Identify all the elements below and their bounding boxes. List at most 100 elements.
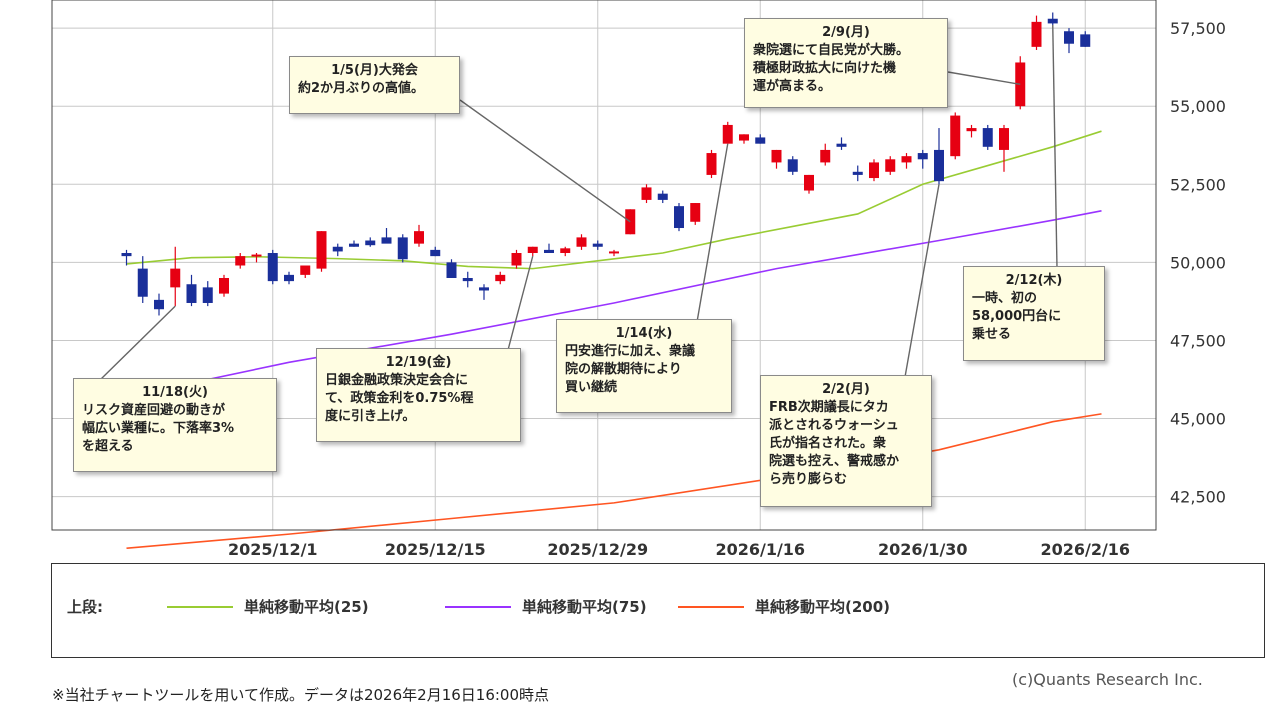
footnote: ※当社チャートツールを用いて作成。データは2026年2月16日16:00時点 [52, 686, 550, 704]
candle-body [300, 265, 311, 275]
candle [154, 293, 164, 316]
candle [625, 209, 636, 235]
candle-body [576, 237, 587, 247]
y-tick-label: 55,000 [1170, 97, 1226, 116]
candle [787, 156, 798, 175]
candle-body [722, 124, 733, 144]
candle-body [1064, 31, 1074, 44]
candle-body [414, 231, 424, 244]
legend-label-ma75: 単純移動平均(75) [522, 598, 647, 616]
candle [397, 234, 408, 263]
candle [950, 112, 961, 160]
candle-body [592, 243, 603, 247]
candle [966, 124, 977, 138]
candle-body [267, 253, 278, 282]
x-axis: 2025/12/1 2025/12/15 2025/12/29 2026/1/16 20… [228, 540, 1130, 559]
candle [284, 271, 294, 285]
candle-body [186, 284, 197, 303]
leader-line [1052, 24, 1058, 269]
candle-body [121, 253, 132, 257]
leader-line [507, 255, 534, 351]
candle [1031, 15, 1042, 50]
candle-body [137, 268, 148, 297]
candle [332, 243, 343, 257]
legend-line-ma200 [678, 606, 744, 608]
candle [609, 249, 619, 257]
candle-body [1031, 21, 1042, 47]
y-tick-label: 42,500 [1170, 488, 1226, 507]
candle [170, 246, 181, 307]
y-tick-label: 57,500 [1170, 19, 1226, 38]
candle [430, 246, 441, 257]
candle-body [1047, 18, 1058, 24]
callout-title: 2/2(月) [822, 382, 870, 397]
candle [121, 249, 132, 266]
callout-title: 11/18(火) [142, 385, 208, 400]
callout-title: 2/9(月) [822, 25, 870, 40]
candle-body [836, 143, 847, 147]
callout-title: 1/14(水) [615, 326, 673, 341]
candle-body [804, 174, 814, 191]
candle-body [202, 287, 213, 303]
candle [917, 149, 928, 169]
candle-body [527, 246, 538, 254]
candle [771, 149, 782, 169]
x-tick-label: 2025/12/15 [385, 540, 486, 559]
candle-body [901, 156, 912, 163]
candle [836, 137, 847, 150]
candle-body [219, 277, 229, 294]
candle-body [950, 115, 961, 157]
candle-body [365, 240, 376, 246]
candle-body [771, 149, 782, 163]
callout-body: 一時、初の 58,000円台に 乗せる [972, 291, 1062, 342]
candle [219, 274, 229, 297]
candle [186, 274, 197, 307]
callout-jan5: 1/5(月)大発会 約2か月ぶりの高値。 [289, 56, 460, 114]
candle [934, 128, 944, 185]
candle-body [462, 277, 473, 282]
candle [674, 203, 684, 232]
candle [479, 284, 489, 300]
callout-body: 約2か月ぶりの高値。 [298, 81, 425, 96]
candle-body [511, 253, 522, 266]
candle [641, 184, 652, 204]
callout-leader-lines [99, 24, 1058, 381]
candle [202, 281, 213, 307]
candle-body [934, 149, 944, 182]
candle-body [349, 243, 359, 247]
copyright: (c)Quants Research Inc. [1012, 670, 1203, 689]
y-tick-label: 52,500 [1170, 175, 1226, 194]
leader-line [947, 71, 1021, 86]
candle-body [999, 128, 1009, 150]
candle [1015, 56, 1026, 110]
candle [495, 271, 506, 285]
candle-body [755, 137, 766, 144]
candle-body [332, 246, 343, 252]
candle [511, 249, 522, 269]
candle [446, 259, 457, 278]
callout-title: 12/19(金) [385, 355, 452, 370]
candle [755, 134, 766, 144]
candle [901, 153, 912, 169]
candle [462, 271, 473, 288]
candle [251, 253, 262, 263]
candle-body [739, 134, 749, 141]
candle-body [235, 256, 246, 266]
candle [804, 174, 814, 194]
candle [1064, 28, 1074, 54]
candle [999, 124, 1009, 172]
callout-feb9: 2/9(月) 衆院選にて自民党が大勝。 積極財政拡大に向けた機 運が高まる。 [744, 18, 948, 108]
candle-body [966, 128, 977, 132]
legend-line-ma75 [445, 606, 511, 608]
candle-body [625, 209, 636, 235]
candle-body [397, 237, 408, 260]
candle [592, 240, 603, 250]
candle [982, 124, 993, 150]
legend-prefix: 上段: [67, 598, 103, 616]
candle [560, 246, 571, 257]
candle-body [706, 153, 717, 175]
candle-body [674, 206, 684, 229]
ma25-line [126, 130, 1102, 270]
candle-body [1080, 34, 1091, 47]
leader-line [459, 99, 631, 223]
